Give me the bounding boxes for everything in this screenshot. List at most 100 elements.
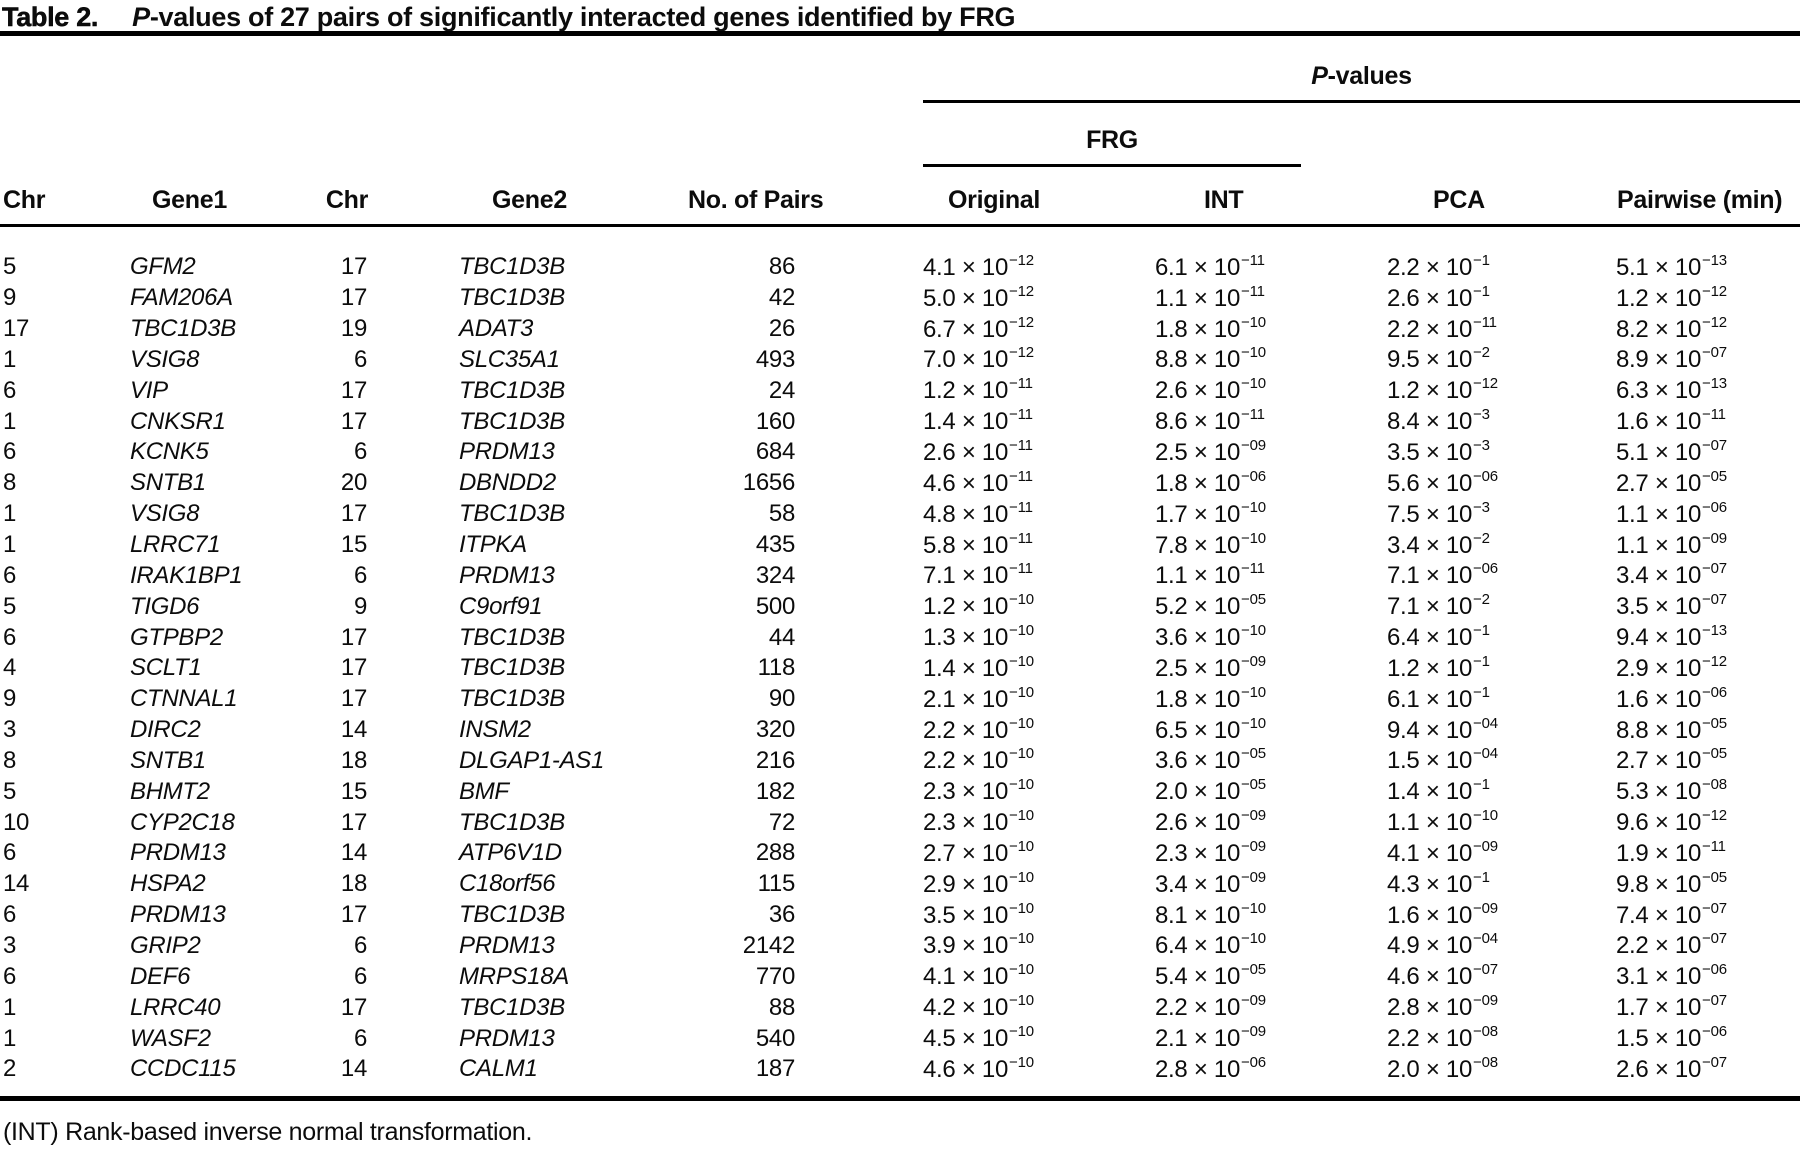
chr1-cell: 6 — [3, 561, 17, 589]
pairwise-min-cell: 6.3 × 10−13 — [1616, 375, 1727, 405]
table-row: 10 CYP2C18 17 TBC1D3B 72 2.3 × 10−10 2.6 × 10−… — [0, 807, 1800, 838]
pairs-cell: 58 — [768, 500, 795, 528]
gene1-cell: BHMT2 — [130, 777, 210, 805]
pairwise-min-cell: 5.3 × 10−08 — [1616, 776, 1727, 806]
table-row: 6 IRAK1BP1 6 PRDM13 324 7.1 × 10−11 1.1 × 10−1… — [0, 560, 1800, 591]
gene1-cell: SCLT1 — [130, 654, 202, 682]
pairwise-min-cell: 1.1 × 10−06 — [1616, 498, 1727, 528]
pairs-cell: 160 — [755, 407, 795, 435]
gene1-cell: GFM2 — [130, 253, 196, 281]
pairs-cell: 288 — [755, 839, 795, 867]
frg-original-cell: 6.7 × 10−12 — [923, 313, 1034, 343]
frg-int-cell: 5.2 × 10−05 — [1155, 591, 1266, 621]
gene2-cell: DLGAP1-AS1 — [459, 746, 605, 774]
pairwise-min-cell: 2.2 × 10−07 — [1616, 930, 1727, 960]
frg-int-cell: 3.4 × 10−09 — [1155, 868, 1266, 898]
gene1-cell: GTPBP2 — [130, 623, 223, 651]
frg-original-cell: 4.5 × 10−10 — [923, 1023, 1034, 1053]
table-row: 1 CNKSR1 17 TBC1D3B 160 1.4 × 10−11 8.6 × 10−1… — [0, 406, 1800, 437]
table-row: 6 VIP 17 TBC1D3B 24 1.2 × 10−11 2.6 × 10−10 1.2… — [0, 375, 1800, 406]
gene1-cell: DEF6 — [130, 962, 191, 990]
chr2-cell: 6 — [353, 931, 367, 959]
chr2-cell: 6 — [353, 561, 367, 589]
chr2-cell: 14 — [340, 1055, 367, 1083]
frg-int-cell: 2.5 × 10−09 — [1155, 652, 1266, 682]
gene2-cell: PRDM13 — [459, 561, 555, 589]
gene1-cell: WASF2 — [130, 1024, 211, 1052]
table-caption: Table 2. P-values of 27 pairs of signific… — [2, 2, 1016, 33]
frg-original-cell: 2.3 × 10−10 — [923, 776, 1034, 806]
chr2-cell: 17 — [340, 654, 367, 682]
frg-original-cell: 3.5 × 10−10 — [923, 899, 1034, 929]
gene1-cell: TBC1D3B — [130, 315, 236, 343]
pairwise-min-cell: 1.9 × 10−11 — [1616, 837, 1726, 867]
table-row: 4 SCLT1 17 TBC1D3B 118 1.4 × 10−10 2.5 × 10−09… — [0, 653, 1800, 684]
gene2-cell: TBC1D3B — [459, 654, 565, 682]
pairwise-min-cell: 8.9 × 10−07 — [1616, 344, 1727, 374]
gene2-cell: PRDM13 — [459, 438, 555, 466]
gene2-cell: TBC1D3B — [459, 623, 565, 651]
pairwise-min-cell: 1.2 × 10−12 — [1616, 282, 1727, 312]
frg-original-cell: 2.2 × 10−10 — [923, 714, 1034, 744]
table-row: 3 DIRC2 14 INSM2 320 2.2 × 10−10 6.5 × 10−10 9.… — [0, 715, 1800, 746]
pairs-cell: 770 — [755, 962, 795, 990]
pairs-cell: 182 — [755, 777, 795, 805]
table-row: 2 CCDC115 14 CALM1 187 4.6 × 10−10 2.8 × 10−06… — [0, 1054, 1800, 1085]
pairs-cell: 324 — [755, 561, 795, 589]
chr1-cell: 4 — [3, 654, 17, 682]
frg-int-cell: 2.8 × 10−06 — [1155, 1053, 1266, 1083]
gene2-cell: TBC1D3B — [459, 685, 565, 713]
frg-original-cell: 4.6 × 10−10 — [923, 1053, 1034, 1083]
frg-original-cell: 4.1 × 10−10 — [923, 961, 1034, 991]
chr2-cell: 14 — [340, 716, 367, 744]
frg-group-header: FRG — [1086, 126, 1138, 154]
chr2-cell: 17 — [340, 407, 367, 435]
table-row: 17 TBC1D3B 19 ADAT3 26 6.7 × 10−12 1.8 × 10−10… — [0, 314, 1800, 345]
pvalues-group-rule — [923, 100, 1800, 103]
table-row: 6 PRDM13 17 TBC1D3B 36 3.5 × 10−10 8.1 × 10−10… — [0, 900, 1800, 931]
pairs-cell: 42 — [768, 284, 795, 312]
table-row: 6 PRDM13 14 ATP6V1D 288 2.7 × 10−10 2.3 × 10−0… — [0, 838, 1800, 869]
chr2-cell: 17 — [340, 808, 367, 836]
frg-int-cell: 8.8 × 10−10 — [1155, 344, 1266, 374]
pairs-cell: 540 — [755, 1024, 795, 1052]
chr1-cell: 9 — [3, 284, 17, 312]
chr1-cell: 6 — [3, 438, 17, 466]
pairwise-min-cell: 1.6 × 10−06 — [1616, 683, 1727, 713]
col-header-pairwise-min: Pairwise (min) — [1617, 186, 1783, 214]
pairs-cell: 320 — [755, 716, 795, 744]
bottom-rule — [0, 1096, 1800, 1101]
pairs-cell: 36 — [768, 901, 795, 929]
gene1-cell: CNKSR1 — [130, 407, 226, 435]
frg-int-cell: 8.1 × 10−10 — [1155, 899, 1266, 929]
pairwise-min-cell: 1.5 × 10−06 — [1616, 1023, 1727, 1053]
pairwise-min-cell: 9.8 × 10−05 — [1616, 868, 1727, 898]
chr2-cell: 6 — [353, 962, 367, 990]
pairwise-min-cell: 3.1 × 10−06 — [1616, 961, 1727, 991]
gene1-cell: VSIG8 — [130, 500, 200, 528]
pca-cell: 4.1 × 10−09 — [1387, 837, 1498, 867]
caption-italic-p: P — [132, 2, 150, 32]
pairwise-min-cell: 2.6 × 10−07 — [1616, 1053, 1727, 1083]
pairwise-min-cell: 3.4 × 10−07 — [1616, 560, 1727, 590]
frg-original-cell: 2.2 × 10−10 — [923, 745, 1034, 775]
frg-original-cell: 5.0 × 10−12 — [923, 282, 1034, 312]
frg-original-cell: 4.1 × 10−12 — [923, 251, 1034, 281]
frg-int-cell: 2.0 × 10−05 — [1155, 776, 1266, 806]
gene2-cell: ITPKA — [459, 531, 527, 559]
chr1-cell: 17 — [3, 315, 30, 343]
chr2-cell: 17 — [340, 685, 367, 713]
chr1-cell: 5 — [3, 777, 17, 805]
pca-cell: 8.4 × 10−3 — [1387, 406, 1490, 436]
pca-cell: 9.5 × 10−2 — [1387, 344, 1490, 374]
gene2-cell: TBC1D3B — [459, 284, 565, 312]
gene2-cell: TBC1D3B — [459, 808, 565, 836]
chr1-cell: 5 — [3, 592, 17, 620]
frg-int-cell: 1.8 × 10−10 — [1155, 313, 1266, 343]
gene2-cell: TBC1D3B — [459, 407, 565, 435]
pca-cell: 2.2 × 10−1 — [1387, 251, 1490, 281]
chr2-cell: 15 — [340, 777, 367, 805]
pairwise-min-cell: 3.5 × 10−07 — [1616, 591, 1727, 621]
pca-cell: 3.4 × 10−2 — [1387, 529, 1490, 559]
gene2-cell: C9orf91 — [459, 592, 543, 620]
